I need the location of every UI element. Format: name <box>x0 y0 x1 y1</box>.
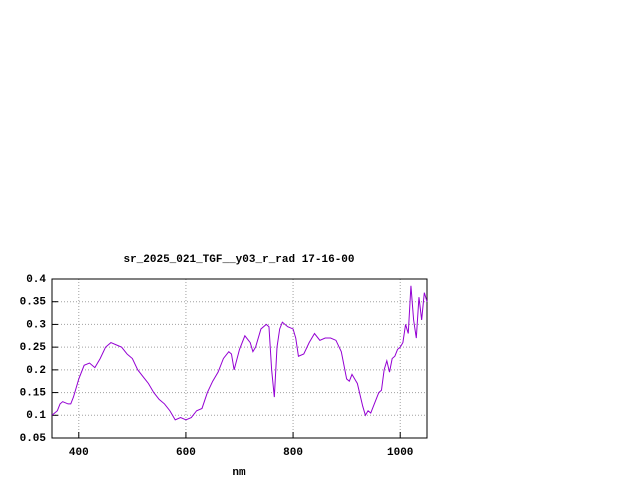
y-tick-label: 0.25 <box>20 342 47 354</box>
x-tick-label: 400 <box>69 447 89 459</box>
x-tick-label: 600 <box>176 447 196 459</box>
plot-frame <box>51 278 428 439</box>
y-tick-label: 0.2 <box>26 365 46 377</box>
y-tick-label: 0.35 <box>20 297 47 309</box>
y-tick-label: 0.3 <box>26 319 46 331</box>
y-tick-label: 0.05 <box>20 433 47 445</box>
x-tick-label: 800 <box>283 447 303 459</box>
y-tick-label: 0.1 <box>26 410 46 422</box>
x-tick-label: 1000 <box>387 447 413 459</box>
y-tick-label: 0.4 <box>26 274 46 286</box>
data-line <box>51 285 428 421</box>
y-tick-label: 0.15 <box>20 387 47 399</box>
chart-title: sr_2025_021_TGF__y03_r_rad 17-16-00 <box>123 254 354 266</box>
x-axis-label: nm <box>232 467 246 479</box>
